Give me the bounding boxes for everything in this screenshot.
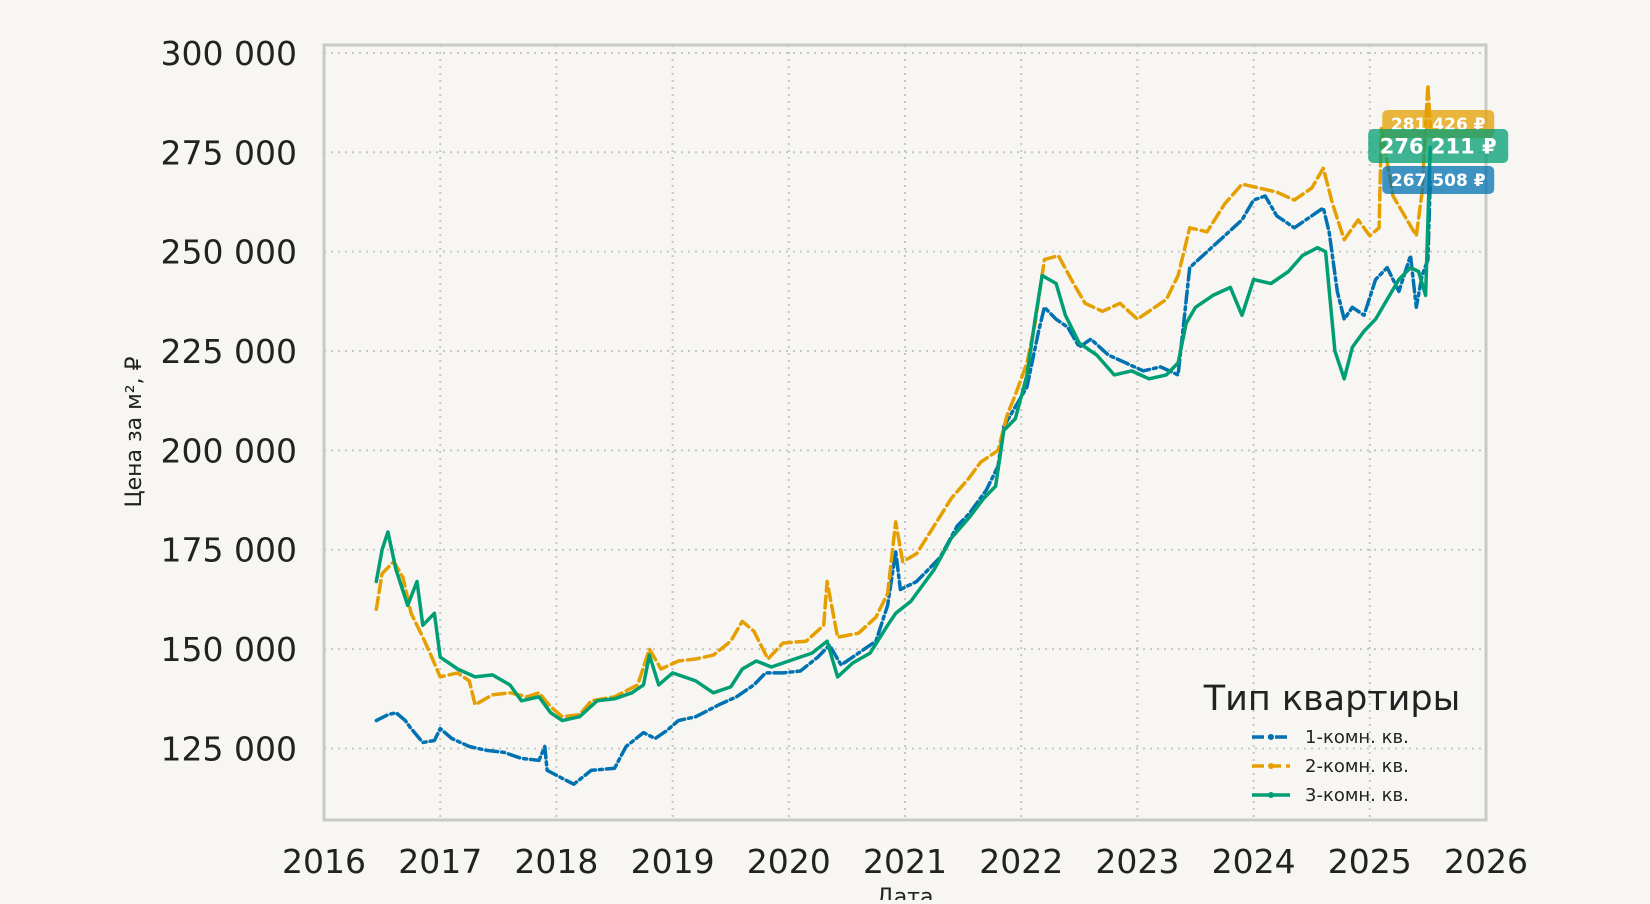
y-tick-label: 275 000 <box>161 133 297 172</box>
x-tick-label: 2016 <box>282 842 366 881</box>
y-tick-label: 175 000 <box>161 531 297 570</box>
legend-title: Тип квартиры <box>1203 679 1461 719</box>
y-tick-label: 125 000 <box>161 729 297 768</box>
legend-marker-3 <box>1268 792 1274 798</box>
y-tick-label: 150 000 <box>161 630 297 669</box>
x-tick-label: 2022 <box>979 842 1063 881</box>
x-tick-label: 2019 <box>631 842 715 881</box>
end-labels: 281 426 ₽267 508 ₽276 211 ₽ <box>1368 110 1509 194</box>
x-tick-label: 2023 <box>1095 842 1179 881</box>
x-tick-label: 2020 <box>747 842 831 881</box>
end-label-text: 276 211 ₽ <box>1380 135 1497 159</box>
series-group <box>374 82 1432 786</box>
legend-label-3: 3-комн. кв. <box>1305 785 1409 806</box>
grid-lines <box>324 45 1486 820</box>
x-tick-label: 2026 <box>1444 842 1528 881</box>
x-tick-label: 2018 <box>514 842 598 881</box>
legend-marker-1 <box>1268 734 1274 740</box>
x-tick-label: 2025 <box>1328 842 1412 881</box>
x-tick-label: 2017 <box>398 842 482 881</box>
end-label-1: 267 508 ₽ <box>1382 166 1495 194</box>
end-label-text: 267 508 ₽ <box>1391 171 1486 191</box>
y-tick-label: 300 000 <box>161 34 297 73</box>
x-axis-ticks: 2016 2017 2018 2019 2020 2021 2022 2023 2024 2025… <box>282 842 1528 881</box>
x-tick-label: 2024 <box>1212 842 1296 881</box>
legend-label-1: 1-комн. кв. <box>1305 727 1409 748</box>
end-label-box <box>1368 129 1509 163</box>
end-label-box <box>1382 166 1495 194</box>
series-line-3 <box>374 145 1432 723</box>
series-line-2 <box>374 82 1432 719</box>
x-axis-label: Дата <box>877 885 934 900</box>
legend: Тип квартиры 1-комн. кв. 2-комн. кв. 3-ком… <box>1203 679 1461 806</box>
y-tick-label: 200 000 <box>161 431 297 470</box>
y-axis-label: Цена за м², ₽ <box>122 356 147 507</box>
x-tick-label: 2021 <box>863 842 947 881</box>
y-axis-ticks: 125 000 150 000 175 000 200 000 225 000 250 0… <box>161 34 297 769</box>
y-tick-label: 250 000 <box>161 233 297 272</box>
legend-label-2: 2-комн. кв. <box>1305 756 1409 777</box>
y-tick-label: 225 000 <box>161 332 297 371</box>
legend-marker-2 <box>1268 763 1274 769</box>
end-label-3: 276 211 ₽ <box>1368 129 1509 163</box>
